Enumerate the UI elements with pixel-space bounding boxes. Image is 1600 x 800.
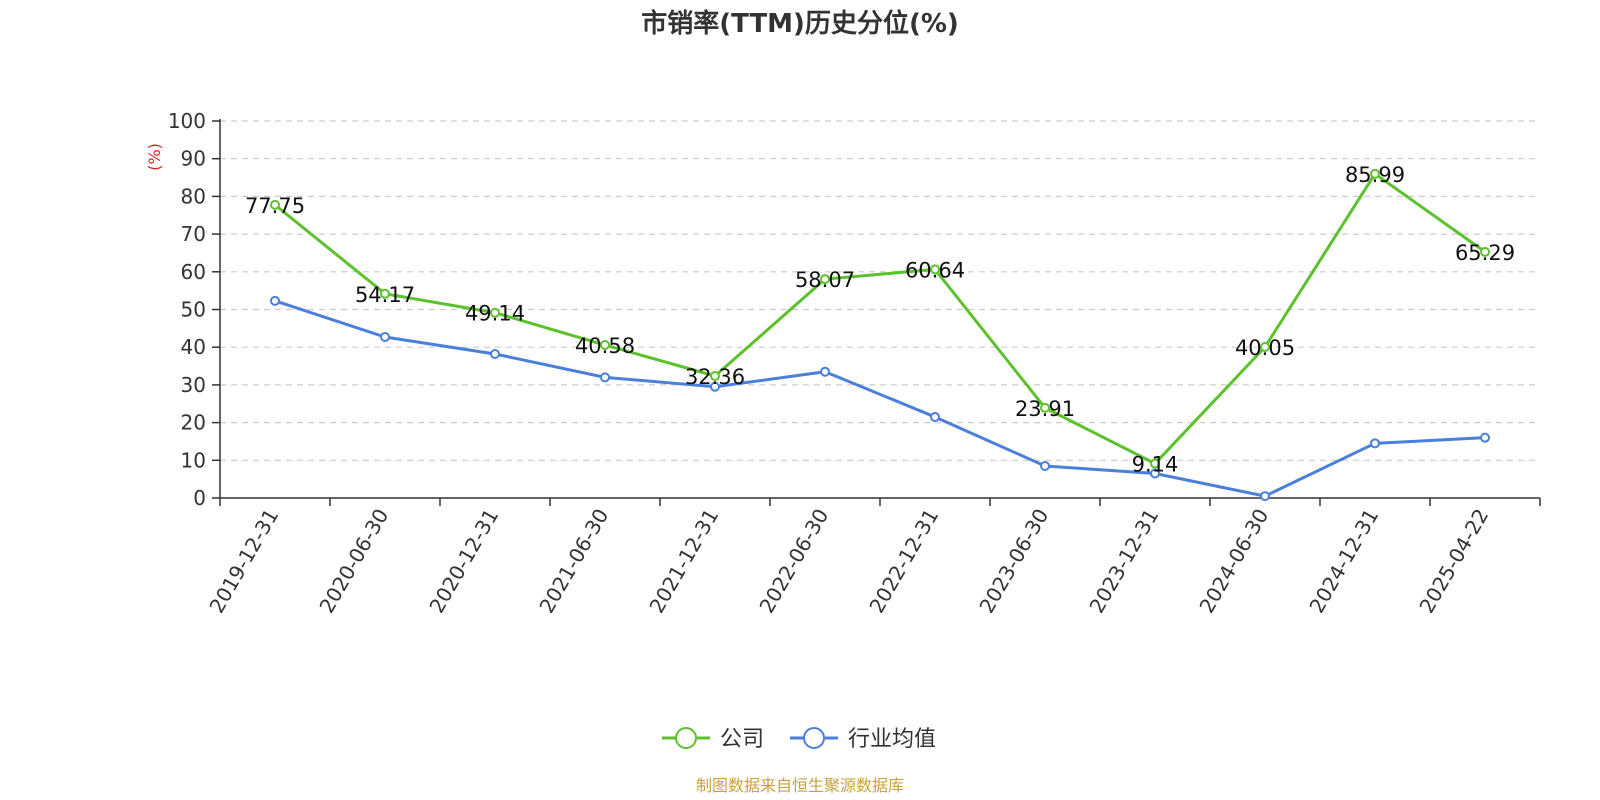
data-label-4: 32.36 <box>685 365 745 389</box>
series-1-point-4 <box>710 381 720 392</box>
grid-lines <box>220 120 1540 461</box>
series-1-point-1 <box>380 332 390 343</box>
data-labels: 77.75 54.17 49.14 40.58 32.36 58.07 60.64 23.91… <box>245 163 1515 477</box>
x-tick-label-2023-12-31: 2023-12-31 <box>1084 505 1163 618</box>
y-tick-label-0: 0 <box>193 486 206 510</box>
legend-item-0[interactable]: 公司 <box>662 727 764 752</box>
legend-item-1[interactable]: 行业均值 <box>790 727 936 752</box>
series-1-point-9 <box>1260 491 1270 502</box>
x-tick-label-2021-06-30: 2021-06-30 <box>534 505 613 618</box>
x-tick-label-2025-04-22: 2025-04-22 <box>1414 505 1493 618</box>
series-0-point-3 <box>600 340 610 351</box>
series-0-point-2 <box>490 307 500 318</box>
y-tick-label-90: 90 <box>181 147 206 171</box>
x-tick-label-2022-12-31: 2022-12-31 <box>864 505 943 618</box>
series-1-point-2 <box>490 348 500 359</box>
series-0-point-0 <box>270 199 280 210</box>
y-tick-labels: 0 10 20 30 40 50 60 70 80 90 100 <box>168 109 206 510</box>
data-label-11: 65.29 <box>1455 241 1515 265</box>
series-1-point-11 <box>1480 432 1490 443</box>
x-tick-label-2020-12-31: 2020-12-31 <box>424 505 503 618</box>
series-1-point-6 <box>930 411 940 422</box>
series-line-0 <box>274 172 1486 466</box>
series-0-point-1 <box>380 288 390 299</box>
data-label-6: 60.64 <box>905 258 965 282</box>
series-0-point-5 <box>820 274 830 285</box>
series-0-point-7 <box>1040 402 1050 413</box>
data-label-5: 58.07 <box>795 268 855 292</box>
y-tick-label-100: 100 <box>168 109 206 133</box>
y-tick-label-70: 70 <box>181 222 206 246</box>
x-tick-label-2019-12-31: 2019-12-31 <box>204 505 283 618</box>
x-tick-label-2022-06-30: 2022-06-30 <box>754 505 833 618</box>
x-tick-label-2020-06-30: 2020-06-30 <box>314 505 393 618</box>
axes <box>212 119 1541 506</box>
series-1-point-3 <box>600 372 610 383</box>
y-tick-label-40: 40 <box>181 335 206 359</box>
series-0-point-6 <box>930 264 940 275</box>
series-1-point-7 <box>1040 460 1050 471</box>
legend-label-1: 行业均值 <box>848 727 936 752</box>
series-0-point-8 <box>1150 458 1160 469</box>
data-label-2: 49.14 <box>465 302 525 326</box>
y-tick-label-20: 20 <box>181 411 206 435</box>
x-tick-labels: 2019-12-31 2020-06-30 2020-12-31 2021-06-30… <box>204 505 1493 618</box>
x-tick-label-2024-12-31: 2024-12-31 <box>1304 505 1383 618</box>
data-label-3: 40.58 <box>575 334 635 358</box>
series-1-point-5 <box>820 366 830 377</box>
y-axis-unit: (%) <box>145 143 164 171</box>
series-line-1 <box>274 299 1486 498</box>
x-tick-label-2023-06-30: 2023-06-30 <box>974 505 1053 618</box>
series-1-point-8 <box>1150 468 1160 479</box>
y-tick-label-10: 10 <box>181 448 206 472</box>
data-source-note: 制图数据来自恒生聚源数据库 <box>696 776 904 795</box>
series-0-point-10 <box>1370 168 1380 179</box>
y-tick-label-60: 60 <box>181 260 206 284</box>
series-1-point-10 <box>1370 438 1380 449</box>
series-0-point-9 <box>1260 342 1270 353</box>
y-tick-label-80: 80 <box>181 184 206 208</box>
legend-label-0: 公司 <box>720 727 764 752</box>
data-label-9: 40.05 <box>1235 336 1295 360</box>
data-label-1: 54.17 <box>355 283 415 307</box>
chart-title: 市销率(TTM)历史分位(%) <box>641 8 959 39</box>
legend[interactable]: 公司 行业均值 <box>662 727 936 752</box>
data-label-8: 9.14 <box>1132 453 1179 477</box>
y-tick-label-50: 50 <box>181 298 206 322</box>
data-label-7: 23.91 <box>1015 397 1075 421</box>
legend-marker-1 <box>803 727 825 749</box>
series-0-point-4 <box>710 371 720 382</box>
series-group <box>270 168 1490 502</box>
series-1-point-0 <box>270 295 280 306</box>
y-tick-label-30: 30 <box>181 373 206 397</box>
data-label-0: 77.75 <box>245 194 305 218</box>
x-tick-label-2021-12-31: 2021-12-31 <box>644 505 723 618</box>
legend-marker-0 <box>675 727 697 749</box>
series-0-point-11 <box>1480 246 1490 257</box>
data-label-10: 85.99 <box>1345 163 1405 187</box>
x-tick-label-2024-06-30: 2024-06-30 <box>1194 505 1273 618</box>
